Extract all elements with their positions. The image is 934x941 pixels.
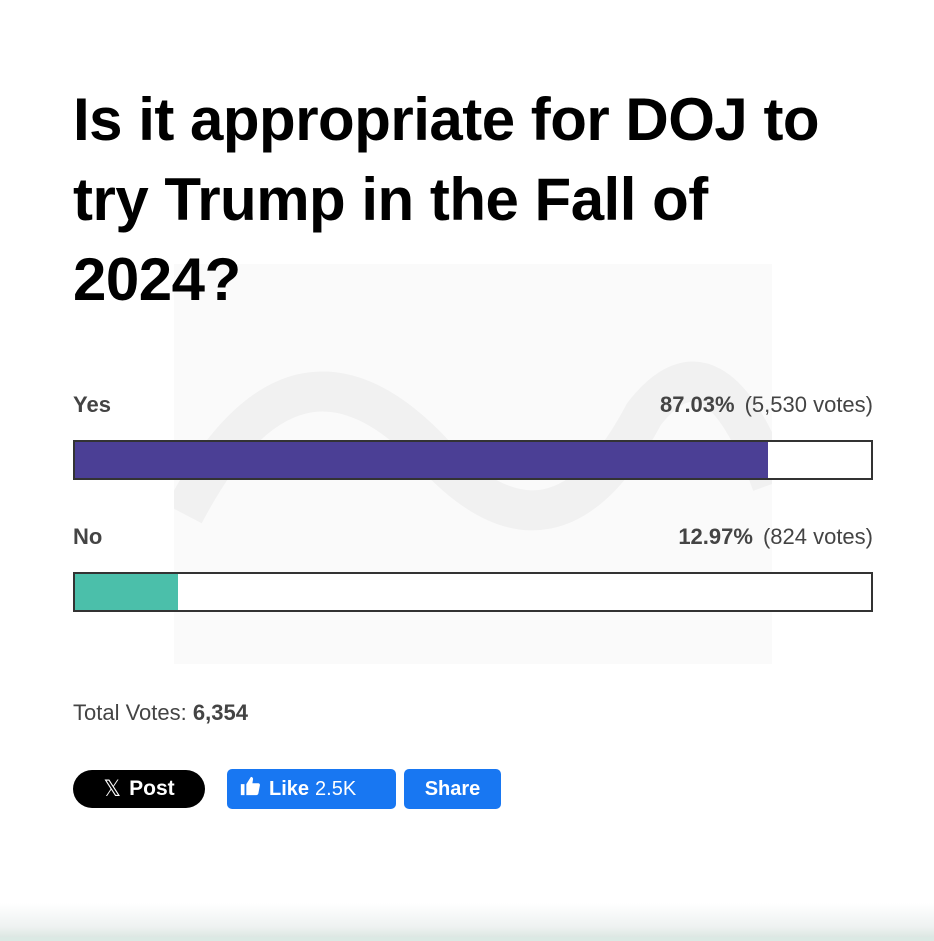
answer-votes: (5,530 votes)	[744, 392, 873, 417]
poll-question: Is it appropriate for DOJ to try Trump i…	[73, 86, 820, 313]
poll-answer-no: No 12.97% (824 votes)	[73, 524, 873, 612]
answer-votes: (824 votes)	[762, 524, 873, 549]
answer-header: Yes 87.03% (5,530 votes)	[73, 392, 873, 422]
x-post-label: Post	[129, 777, 175, 800]
total-votes: Total Votes: 6,354	[73, 700, 248, 726]
result-bar-fill	[75, 574, 179, 610]
answer-header: No 12.97% (824 votes)	[73, 524, 873, 554]
answer-percent: 87.03%	[659, 392, 735, 417]
answer-label: No	[73, 524, 103, 549]
answer-stats: 12.97% (824 votes)	[678, 524, 873, 550]
x-post-button[interactable]: 𝕏 Post	[73, 770, 205, 808]
total-votes-label: Total Votes:	[73, 700, 187, 725]
like-count: 2.5K	[315, 777, 357, 800]
share-buttons: 𝕏 Post Like 2.5K Share	[73, 769, 501, 809]
x-logo-icon: 𝕏	[103, 776, 122, 801]
result-bar	[73, 572, 873, 612]
facebook-like-button[interactable]: Like 2.5K	[227, 769, 396, 809]
result-bar-fill	[75, 442, 768, 478]
share-label: Share	[424, 777, 481, 800]
poll-widget: Is it appropriate for DOJ to try Trump i…	[73, 80, 873, 809]
answer-stats: 87.03% (5,530 votes)	[660, 392, 873, 418]
page-bottom-strip	[0, 903, 934, 941]
answer-label: Yes	[73, 392, 111, 417]
result-bar	[73, 440, 873, 480]
like-label: Like	[269, 777, 310, 800]
facebook-share-button[interactable]: Share	[404, 769, 501, 809]
thumbs-up-icon	[239, 775, 261, 803]
answer-percent: 12.97%	[678, 524, 753, 549]
total-votes-value: 6,354	[192, 700, 248, 725]
poll-answer-yes: Yes 87.03% (5,530 votes)	[73, 392, 873, 480]
